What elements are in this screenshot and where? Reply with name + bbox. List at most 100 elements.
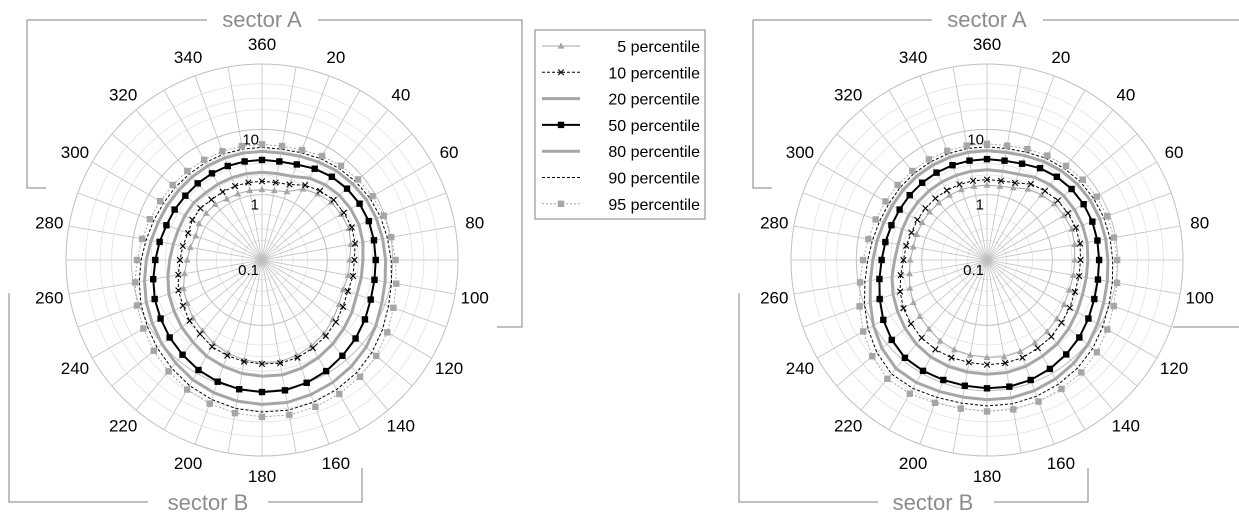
data-point (380, 212, 387, 219)
data-point (1050, 200, 1058, 207)
angle-tick-label: 100 (461, 289, 489, 308)
grid-spoke (986, 259, 1172, 328)
radial-tick-label: 1 (976, 197, 984, 214)
data-point (370, 237, 378, 244)
data-point (169, 181, 176, 189)
data-point (865, 235, 872, 243)
data-point (336, 390, 343, 398)
data-point (1060, 300, 1068, 308)
data-point (337, 162, 345, 170)
data-point (896, 206, 903, 213)
data-point (236, 386, 243, 393)
data-point (897, 272, 904, 279)
data-point (181, 270, 188, 277)
data-point (196, 330, 204, 338)
angle-tick-label: 120 (1160, 359, 1188, 378)
legend-entry-label: 5 percentile (617, 39, 700, 56)
data-point (258, 156, 266, 164)
data-point (997, 177, 1005, 185)
radial-tick-label: 1 (251, 197, 259, 214)
data-point (240, 358, 248, 365)
data-point (384, 329, 391, 336)
data-point (258, 388, 266, 396)
data-point (152, 256, 159, 264)
data-point (856, 303, 863, 310)
data-point (949, 162, 956, 169)
data-point (175, 271, 182, 278)
data-point (210, 339, 218, 347)
data-point (966, 157, 973, 164)
data-point (234, 190, 242, 197)
data-point (166, 334, 173, 341)
data-point (909, 243, 917, 250)
data-point (1071, 256, 1079, 263)
data-point (869, 353, 876, 360)
data-point (933, 169, 940, 176)
grid-spoke (986, 75, 1055, 261)
data-point (318, 152, 326, 160)
data-point (219, 188, 226, 196)
data-point (1063, 351, 1070, 358)
data-point (245, 179, 252, 186)
data-point (258, 358, 266, 366)
data-point (219, 148, 226, 155)
legend-marker (557, 42, 565, 49)
data-point (983, 385, 991, 392)
data-point (1095, 256, 1103, 264)
data-point (231, 182, 239, 190)
data-point (361, 316, 369, 323)
data-point (371, 276, 378, 284)
data-point (283, 188, 291, 195)
data-point (882, 238, 889, 246)
data-point (339, 303, 347, 310)
data-point (347, 240, 355, 247)
data-point (150, 347, 158, 354)
data-point (918, 179, 926, 186)
data-point (1085, 315, 1092, 322)
data-point (932, 346, 939, 353)
data-point (258, 185, 266, 193)
data-point (214, 378, 221, 385)
angle-tick-label: 360 (973, 35, 1001, 54)
angle-tick-label: 160 (322, 454, 350, 473)
data-point (189, 216, 196, 223)
radial-tick-label: 10 (242, 131, 259, 148)
data-point (390, 304, 397, 312)
angle-tick-label: 320 (109, 86, 137, 105)
data-point (184, 229, 192, 237)
grid-spoke (261, 259, 456, 295)
data-point (278, 142, 286, 150)
data-point (888, 222, 895, 229)
data-point (339, 352, 346, 359)
data-point (956, 181, 963, 188)
grid-spoke (261, 75, 330, 261)
angle-tick-label: 60 (440, 143, 459, 162)
data-point (1038, 191, 1046, 198)
legend-entry-label: 90 percentile (608, 171, 700, 188)
data-point (1110, 234, 1118, 241)
grid-spoke (227, 259, 263, 454)
data-point (1031, 339, 1039, 346)
angle-tick-label: 140 (1112, 416, 1140, 435)
angle-tick-label: 20 (326, 48, 345, 67)
sector-bracket-lines (738, 19, 1239, 503)
data-point (184, 167, 191, 175)
data-point (909, 298, 917, 306)
data-point (1076, 334, 1083, 341)
data-point (179, 351, 186, 358)
data-point (1000, 353, 1008, 360)
data-point (1110, 302, 1117, 310)
data-point (311, 165, 318, 172)
data-point (957, 405, 964, 412)
data-point (320, 330, 328, 337)
angle-tick-label: 160 (1047, 454, 1075, 473)
data-point (1072, 224, 1080, 231)
data-point (1078, 369, 1085, 376)
data-point (1076, 240, 1084, 247)
data-point (192, 232, 200, 239)
data-point (983, 140, 991, 148)
data-point (270, 186, 278, 194)
data-point (961, 382, 969, 389)
angle-tick-label: 260 (35, 289, 63, 308)
data-point (1091, 295, 1098, 303)
